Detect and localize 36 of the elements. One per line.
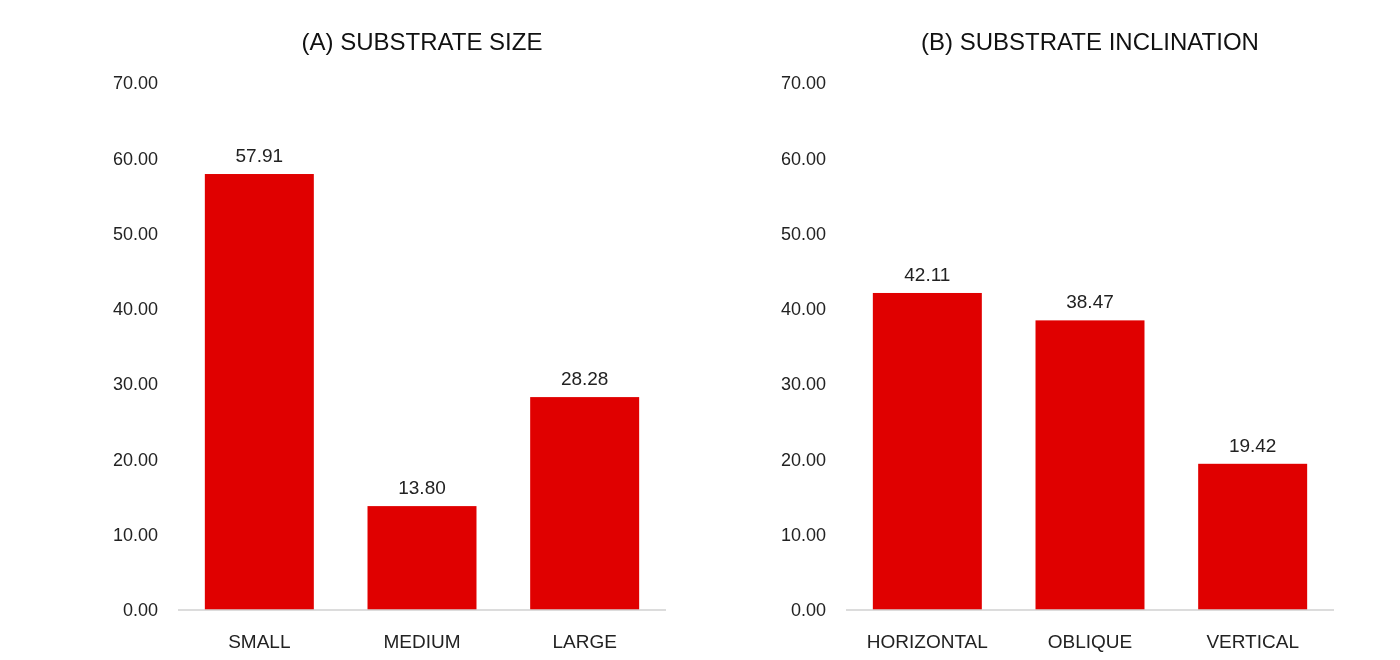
chart-title: (A) SUBSTRATE SIZE	[301, 28, 543, 55]
bar	[204, 174, 314, 610]
y-tick-label: 20.00	[112, 449, 158, 470]
x-tick-label: HORIZONTAL	[866, 631, 988, 652]
y-tick-label: 40.00	[112, 299, 158, 320]
bar	[872, 292, 982, 610]
bar	[530, 397, 640, 610]
data-label: 28.28	[560, 368, 609, 390]
y-tick-label: 30.00	[112, 374, 158, 395]
y-tick-label: 60.00	[780, 148, 826, 169]
data-label: 19.42	[1228, 434, 1277, 456]
y-tick-label: 0.00	[122, 600, 158, 621]
data-label: 42.11	[904, 263, 951, 285]
x-tick-label: SMALL	[228, 631, 291, 652]
x-tick-label: VERTICAL	[1206, 631, 1299, 652]
data-label: 38.47	[1066, 291, 1114, 313]
y-tick-label: 40.00	[780, 299, 826, 320]
y-tick-label: 10.00	[112, 525, 158, 546]
data-label: 57.91	[235, 145, 284, 167]
y-tick-label: 70.00	[780, 73, 826, 94]
y-tick-label: 0.00	[790, 600, 826, 621]
y-tick-label: 10.00	[780, 525, 826, 546]
y-tick-label: 30.00	[780, 374, 826, 395]
bar	[1035, 320, 1145, 610]
chart-title: (B) SUBSTRATE INCLINATION	[921, 28, 1259, 55]
data-label: 13.80	[398, 477, 446, 499]
bar	[367, 506, 477, 610]
y-tick-label: 20.00	[780, 449, 826, 470]
y-tick-label: 70.00	[112, 73, 158, 94]
x-tick-label: MEDIUM	[383, 631, 461, 652]
x-tick-label: LARGE	[552, 631, 617, 652]
y-tick-label: 50.00	[780, 223, 826, 244]
bar	[1198, 463, 1308, 610]
x-tick-label: OBLIQUE	[1047, 631, 1133, 652]
y-tick-label: 50.00	[112, 223, 158, 244]
y-tick-label: 60.00	[112, 148, 158, 169]
